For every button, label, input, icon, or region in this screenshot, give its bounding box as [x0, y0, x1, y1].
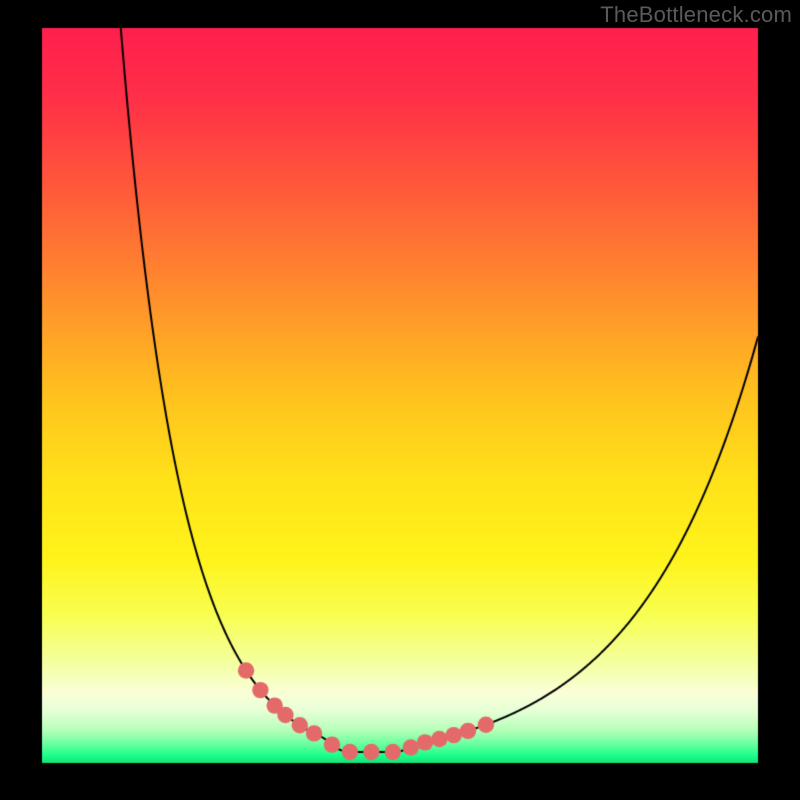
chart-stage: TheBottleneck.com [0, 0, 800, 800]
bottleneck-curve-canvas [0, 0, 800, 800]
